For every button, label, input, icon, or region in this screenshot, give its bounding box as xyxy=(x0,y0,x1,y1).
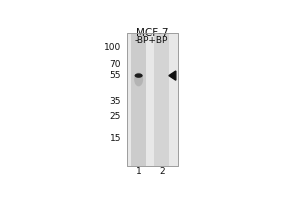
Ellipse shape xyxy=(134,73,143,86)
Text: 1: 1 xyxy=(136,167,142,176)
Text: 25: 25 xyxy=(110,112,121,121)
Bar xyxy=(127,33,178,166)
Text: 2: 2 xyxy=(159,167,165,176)
Text: 15: 15 xyxy=(110,134,121,143)
Bar xyxy=(131,33,146,166)
Bar xyxy=(154,33,170,166)
Bar xyxy=(127,33,178,166)
Text: 70: 70 xyxy=(110,60,121,69)
Ellipse shape xyxy=(135,73,143,78)
Text: MCF-7: MCF-7 xyxy=(136,28,169,38)
Text: -BP+BP: -BP+BP xyxy=(135,36,168,45)
Text: 100: 100 xyxy=(104,43,121,52)
Polygon shape xyxy=(169,71,176,80)
Text: 35: 35 xyxy=(110,97,121,106)
Text: 55: 55 xyxy=(110,71,121,80)
